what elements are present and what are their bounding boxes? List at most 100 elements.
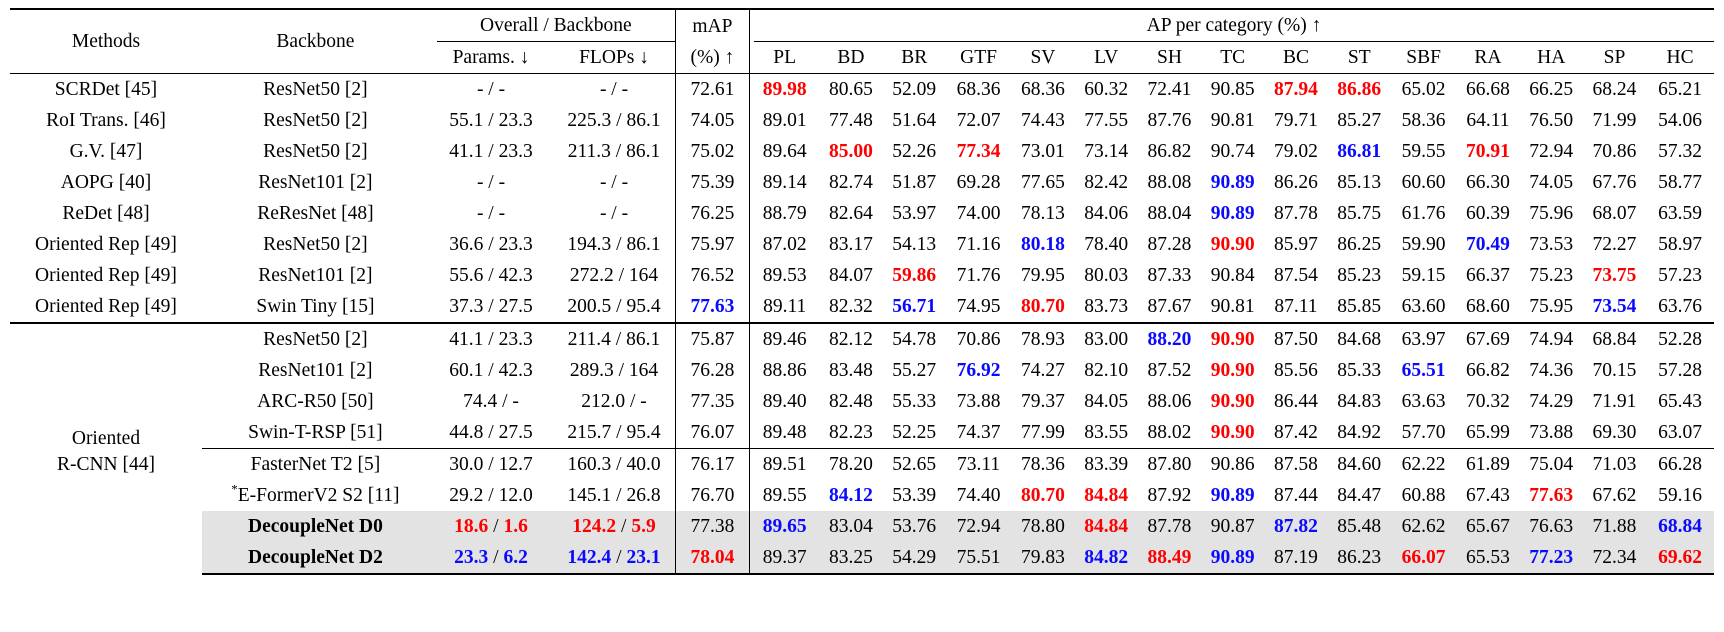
ap-value-pl: 89.46	[749, 322, 820, 355]
ap-value-ra: 66.82	[1466, 360, 1510, 381]
backbone-name: ResNet50 [2]	[202, 229, 429, 260]
ap-value-tc: 90.74	[1210, 141, 1255, 162]
ap-value-ra: 70.32	[1466, 391, 1510, 412]
backbone-name: ARC-R50 [50]	[202, 386, 429, 417]
ap-value-lv: 77.55	[1084, 110, 1129, 131]
backbone-name: ResNet101 [2]	[202, 260, 429, 291]
ap-value-ha: 66.25	[1529, 79, 1574, 100]
ap-value-br: 55.27	[892, 360, 937, 381]
map-value: 75.39	[675, 167, 751, 198]
flops-value: 272.2 / 164	[553, 260, 676, 291]
params-value: 60.1 / 42.3	[449, 360, 533, 381]
ap-value-sv: 80.70	[1020, 485, 1065, 506]
ap-value-sp: 73.75	[1592, 265, 1637, 286]
ap-value-st: 85.27	[1337, 110, 1382, 131]
ap-value-sp: 72.27	[1592, 234, 1637, 255]
ap-value-st: 86.25	[1337, 234, 1382, 255]
ap-value-sbf: 57.70	[1401, 422, 1446, 443]
ap-value-bc: 87.82	[1264, 511, 1328, 542]
ap-value-bd: 82.12	[819, 322, 883, 355]
backbone-label: ResNet50 [2]	[263, 141, 368, 162]
ap-value-sp: 68.07	[1592, 203, 1637, 224]
params-backbone: 1.6	[503, 516, 528, 537]
ap-value-st: 84.92	[1337, 422, 1382, 443]
ap-value-sbf: 65.02	[1401, 79, 1446, 100]
ap-value-sbf: 65.51	[1401, 360, 1446, 381]
map-value: 76.07	[675, 417, 751, 449]
backbone-label: ResNet101 [2]	[258, 172, 373, 193]
ap-value-hc: 58.97	[1658, 234, 1702, 255]
ap-value-sh: 87.28	[1147, 234, 1192, 255]
ap-value-st: 85.85	[1337, 296, 1382, 317]
backbone-label: DecoupleNet D2	[247, 547, 383, 568]
ap-value-bc: 85.56	[1274, 360, 1318, 381]
ap-value-pl: 89.40	[762, 391, 807, 412]
header-map-top: mAP	[675, 8, 751, 42]
ap-value-sh: 87.92	[1147, 485, 1192, 506]
ap-value-sp: 69.30	[1592, 422, 1637, 443]
backbone-label: E-FormerV2 S2 [11]	[237, 485, 400, 506]
ap-value-sbf: 61.76	[1401, 203, 1446, 224]
method-name-group: Oriented R-CNN [44]	[10, 322, 202, 574]
ap-value-sbf: 59.55	[1401, 141, 1446, 162]
table-row: ReDet [48] ReResNet [48] - / -- / -76.25 88…	[10, 198, 1714, 229]
ap-value-br: 52.09	[892, 79, 937, 100]
backbone-name: ResNet50 [2]	[202, 105, 429, 136]
backbone-label: FasterNet T2 [5]	[250, 454, 381, 475]
ap-value-sbf: 60.88	[1401, 485, 1446, 506]
ap-value-ra: 70.91	[1466, 141, 1510, 162]
ap-value-gtf: 77.34	[956, 141, 1001, 162]
ap-value-bc: 87.50	[1264, 322, 1328, 355]
header-cat: SH	[1137, 42, 1202, 74]
ap-value-gtf: 73.88	[956, 391, 1001, 412]
backbone-label: Swin Tiny [15]	[256, 296, 375, 317]
method-name: SCRDet [45]	[54, 79, 158, 100]
ap-value-sh: 87.80	[1137, 448, 1202, 480]
ap-value-bd: 82.64	[829, 203, 873, 224]
ap-value-sv: 77.65	[1020, 172, 1065, 193]
ap-value-gtf: 75.51	[945, 542, 1012, 575]
table-row: DecoupleNet D2 23.3 / 6.2 142.4 / 23.1 78.0…	[10, 542, 1714, 575]
params-value: - / -	[476, 203, 506, 224]
header-cat: BD	[819, 42, 883, 74]
ap-value-gtf: 74.40	[956, 485, 1001, 506]
ap-value-gtf: 68.36	[956, 79, 1001, 100]
ap-value-sv: 77.99	[1020, 422, 1065, 443]
ap-value-hc: 63.76	[1658, 296, 1702, 317]
ap-value-tc: 90.81	[1210, 296, 1255, 317]
ap-value-st: 85.13	[1337, 172, 1382, 193]
params-value: 74.4 / -	[463, 391, 519, 412]
map-value: 75.02	[675, 136, 751, 167]
ap-value-lv: 84.84	[1074, 511, 1138, 542]
ap-value-ha: 74.05	[1529, 172, 1574, 193]
ap-value-bc: 87.58	[1264, 448, 1328, 480]
ap-value-bd: 83.04	[819, 511, 883, 542]
ap-value-br: 54.78	[882, 322, 946, 355]
ap-value-tc: 90.86	[1201, 448, 1265, 480]
method-name: ReDet [48]	[62, 203, 150, 224]
backbone-name: DecoupleNet D0	[201, 511, 429, 542]
method-name: Oriented Rep [49]	[35, 234, 177, 255]
ap-value-hc: 57.28	[1658, 360, 1702, 381]
table-row: *E-FormerV2 S2 [11] 29.2 / 12.0 145.1 / 26…	[10, 480, 1714, 511]
ap-value-gtf: 71.76	[956, 265, 1001, 286]
ap-value-sp: 68.84	[1582, 322, 1647, 355]
ap-value-ha: 74.94	[1519, 322, 1583, 355]
flops-value: 145.1 / 26.8	[553, 480, 676, 511]
ap-value-bc: 87.19	[1264, 542, 1328, 575]
ap-value-pl: 89.11	[763, 296, 807, 317]
method-name: RoI Trans. [46]	[46, 110, 166, 131]
ap-value-sh: 88.49	[1137, 542, 1202, 575]
ap-value-bc: 87.11	[1274, 296, 1318, 317]
map-value: 74.05	[675, 105, 751, 136]
header-cat: GTF	[945, 42, 1012, 74]
ap-value-sh: 88.06	[1147, 391, 1192, 412]
map-value: 78.04	[675, 542, 751, 575]
flops-backbone: 5.9	[631, 516, 656, 537]
ap-value-sv: 68.36	[1020, 79, 1065, 100]
header-backbone: Backbone	[201, 8, 429, 74]
ap-value-lv: 80.03	[1084, 265, 1129, 286]
table-row: Oriented R-CNN [44] ResNet50 [2] 41.1 / 23.…	[10, 322, 1714, 574]
ap-value-gtf: 76.92	[956, 360, 1001, 381]
ap-value-sv: 74.43	[1020, 110, 1065, 131]
